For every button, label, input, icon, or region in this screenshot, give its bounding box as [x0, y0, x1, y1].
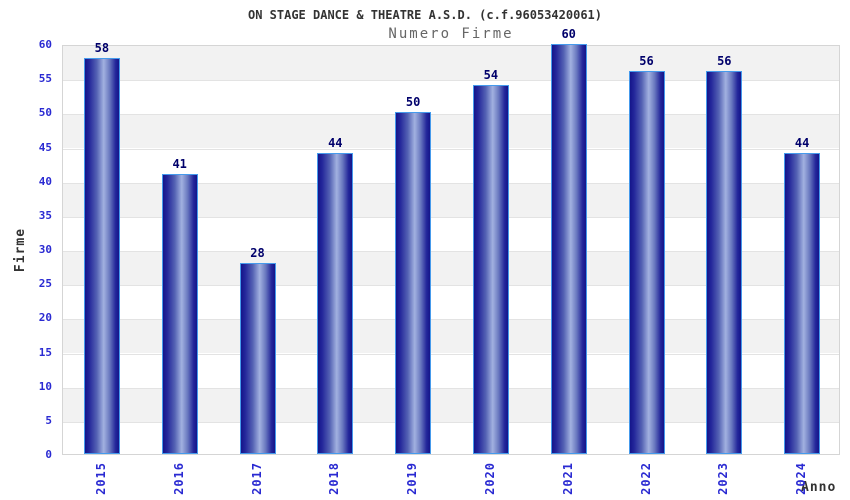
bar-2020 — [472, 85, 509, 454]
y-tick-label: 10 — [38, 379, 52, 393]
gridline — [63, 387, 839, 389]
bar-value-label: 50 — [405, 95, 421, 110]
gridline — [63, 148, 839, 150]
bar-2024 — [784, 153, 821, 454]
bar-2017 — [239, 262, 276, 454]
x-tick-label-2022: 2022 — [638, 462, 653, 495]
bar-value-label: 56 — [639, 54, 654, 69]
gridline — [63, 251, 839, 252]
bar-value-label: 28 — [250, 245, 265, 260]
x-tick-label-2015: 2015 — [93, 462, 108, 495]
bar-2021 — [550, 44, 587, 454]
bar-2016 — [161, 173, 198, 454]
x-tick-label-2024: 2024 — [794, 462, 809, 495]
gridline — [63, 182, 839, 184]
x-tick-label-2016: 2016 — [171, 462, 186, 495]
bar-value-label: 58 — [94, 40, 110, 55]
x-tick-label-2020: 2020 — [482, 462, 497, 495]
chart-subtitle: Numero Firme — [388, 26, 514, 42]
y-tick-label: 40 — [38, 174, 52, 188]
bar-value-label: 44 — [794, 136, 810, 151]
x-tick-label-2023: 2023 — [716, 462, 731, 495]
bar-2019 — [395, 112, 432, 454]
y-tick-label: 25 — [38, 277, 52, 291]
y-tick-label: 15 — [38, 345, 52, 359]
gridline — [63, 421, 839, 423]
y-tick-label: 60 — [38, 38, 52, 51]
y-tick-label: 0 — [45, 448, 52, 461]
gridline — [63, 319, 839, 321]
y-tick-label: 45 — [38, 140, 52, 154]
y-tick-label: 20 — [38, 311, 52, 325]
y-tick-label: 35 — [38, 208, 52, 222]
x-axis-title: Anno — [801, 480, 837, 495]
bar-2015 — [83, 57, 120, 454]
y-tick-label: 50 — [38, 106, 52, 120]
gridline — [63, 285, 839, 287]
bar-2018 — [317, 153, 354, 454]
gridline — [63, 80, 839, 82]
bar-value-label: 41 — [172, 156, 187, 171]
y-tick-label: 55 — [38, 72, 52, 86]
x-tick-label-2019: 2019 — [405, 462, 420, 495]
gridline — [63, 114, 839, 116]
plot-area: 58 41 28 44 50 54 60 56 56 44 — [62, 27, 840, 455]
bar-2022 — [628, 71, 665, 454]
bar-value-label: 56 — [717, 54, 732, 69]
x-tick-label-2021: 2021 — [560, 462, 575, 495]
y-tick-label: 5 — [45, 413, 52, 427]
gridline — [63, 216, 839, 218]
gridline — [63, 353, 839, 355]
bar-value-label: 44 — [328, 136, 343, 151]
bar-value-label: 54 — [483, 68, 499, 82]
chart-title: ON STAGE DANCE & THEATRE A.S.D. (c.f.960… — [247, 8, 602, 22]
y-tick-label: 30 — [38, 243, 52, 256]
bar-2023 — [706, 71, 743, 454]
x-tick-label-2018: 2018 — [327, 462, 342, 495]
bar-value-label: 60 — [561, 27, 576, 41]
x-tick-label-2017: 2017 — [249, 462, 264, 495]
